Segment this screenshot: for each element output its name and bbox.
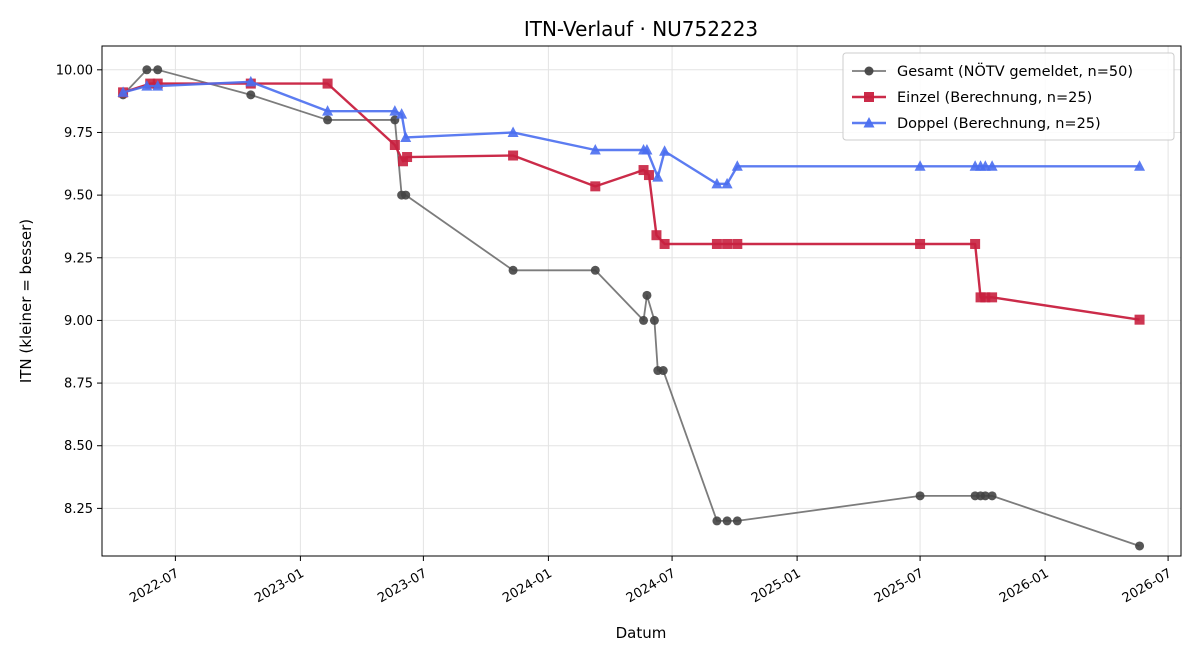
legend-marker <box>864 66 874 76</box>
gesamt-point <box>642 290 652 300</box>
doppel-point <box>652 171 664 182</box>
gesamt-point <box>508 265 518 275</box>
doppel-point <box>986 160 998 171</box>
gesamt-point <box>590 265 600 275</box>
doppel-point <box>322 105 334 116</box>
doppel-point <box>507 126 519 137</box>
gesamt-point <box>722 516 732 526</box>
doppel-point <box>731 160 743 171</box>
x-tick-label: 2023-01 <box>252 566 307 606</box>
gesamt-point <box>153 65 163 75</box>
einzel-point <box>970 238 981 249</box>
legend-label: Einzel (Berechnung, n=25) <box>897 90 1092 106</box>
einzel-point <box>389 139 400 150</box>
einzel-point <box>987 292 998 303</box>
gesamt-point <box>732 516 742 526</box>
einzel-point <box>659 238 670 249</box>
y-tick-label: 8.25 <box>64 502 93 517</box>
einzel-point <box>711 238 722 249</box>
y-tick-label: 9.75 <box>64 126 93 141</box>
x-tick-label: 2026-01 <box>997 566 1052 606</box>
einzel-point <box>651 230 662 241</box>
doppel-point <box>659 145 671 156</box>
legend-label: Gesamt (NÖTV gemeldet, n=50) <box>897 62 1133 80</box>
gesamt-point <box>658 366 668 376</box>
doppel-point <box>400 131 412 142</box>
series-layer <box>117 65 1146 551</box>
doppel-point <box>152 80 164 91</box>
gesamt-point <box>649 315 659 325</box>
x-tick-label: 2023-07 <box>375 566 430 606</box>
legend: Gesamt (NÖTV gemeldet, n=50) Einzel (Bere… <box>842 52 1175 141</box>
x-tick-label: 2024-01 <box>500 566 555 606</box>
einzel-point <box>643 170 654 181</box>
einzel-point <box>145 78 156 89</box>
y-tick-label: 8.50 <box>64 439 93 454</box>
doppel-point <box>1134 160 1146 171</box>
einzel-point <box>732 238 743 249</box>
gesamt-line <box>122 68 1140 547</box>
legend-box <box>842 52 1175 141</box>
x-axis-label: Datum <box>616 624 667 642</box>
x-axis-ticks: 2022-07 2023-01 2023-07 2024-01 2024-07 2025-… <box>127 556 1174 606</box>
einzel-point <box>1134 314 1145 325</box>
plot-frame <box>101 45 1182 557</box>
chart-title: ITN-Verlauf · NU752223 <box>524 17 758 41</box>
y-tick-label: 9.25 <box>64 251 93 266</box>
doppel-point <box>589 144 601 155</box>
x-tick-label: 2026-07 <box>1120 566 1175 606</box>
gesamt-point <box>323 115 333 125</box>
gesamt-point <box>142 65 152 75</box>
legend-label: Doppel (Berechnung, n=25) <box>897 116 1101 132</box>
y-tick-label: 10.00 <box>56 63 93 78</box>
x-tick-label: 2024-07 <box>624 566 679 606</box>
doppel-point <box>141 80 153 91</box>
y-axis-label: ITN (kleiner = besser) <box>17 219 35 383</box>
gesamt-point <box>987 491 997 501</box>
doppel-point <box>641 144 653 155</box>
y-tick-label: 8.75 <box>64 377 93 392</box>
einzel-point <box>980 292 991 303</box>
gesamt-point <box>401 190 411 200</box>
y-tick-label: 9.50 <box>64 189 93 204</box>
y-tick-label: 9.00 <box>64 314 93 329</box>
doppel-point <box>389 105 401 116</box>
series-gesamt <box>118 65 1145 551</box>
gesamt-point <box>639 315 649 325</box>
doppel-point <box>245 75 257 87</box>
gesamt-point <box>1135 541 1145 551</box>
gesamt-point <box>712 516 722 526</box>
einzel-point <box>402 152 413 163</box>
doppel-point <box>914 160 926 171</box>
x-tick-label: 2025-07 <box>872 566 927 606</box>
einzel-point <box>508 150 519 161</box>
gesamt-point <box>246 90 256 100</box>
doppel-point <box>721 177 733 189</box>
x-tick-label: 2022-07 <box>127 566 182 606</box>
einzel-point <box>722 238 733 249</box>
legend-marker <box>863 117 875 128</box>
x-tick-label: 2025-01 <box>749 566 804 606</box>
y-axis-ticks: 8.25 8.50 8.75 9.00 9.25 9.50 9.75 10.00 <box>56 63 102 517</box>
gesamt-point <box>980 491 990 501</box>
gesamt-point <box>915 491 925 501</box>
series-doppel <box>117 75 1146 189</box>
doppel-point <box>117 86 129 97</box>
doppel-point <box>711 177 723 189</box>
einzel-point <box>590 181 601 192</box>
legend-marker <box>864 92 874 102</box>
einzel-point <box>322 78 333 89</box>
doppel-point <box>396 108 408 119</box>
einzel-point <box>638 165 649 176</box>
einzel-point <box>915 238 926 249</box>
